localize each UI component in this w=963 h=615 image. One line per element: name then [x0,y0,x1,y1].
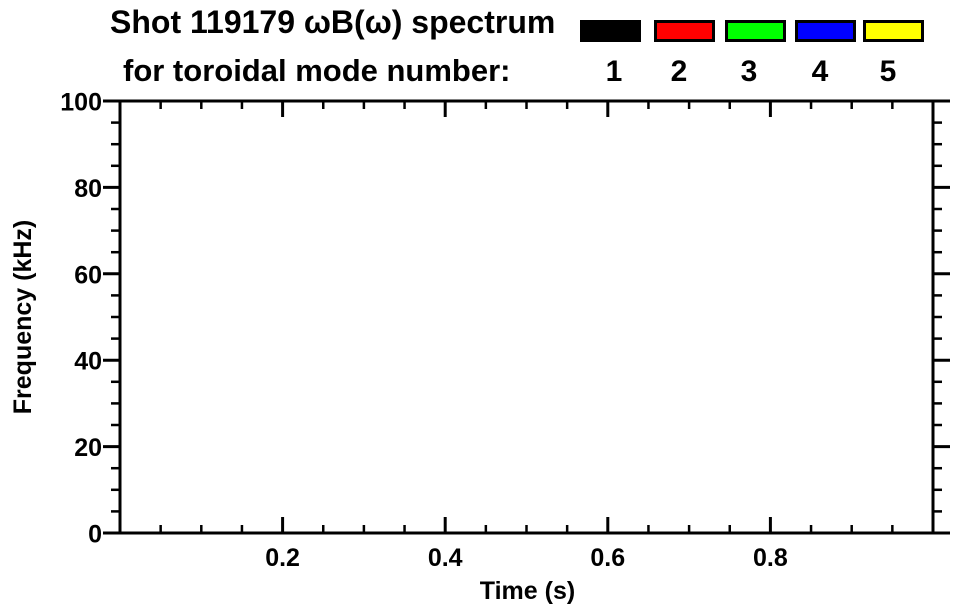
legend-label-mode-2: 2 [670,55,688,88]
legend-swatch-mode-5 [863,20,924,42]
legend-label-mode-5: 5 [879,55,897,88]
legend-label-mode-3: 3 [740,55,758,88]
y-tick-label: 80 [74,175,102,203]
chart-title-line-2: for toroidal mode number: [123,53,511,88]
y-tick-label: 20 [74,434,102,462]
legend-swatch-mode-2 [654,20,715,42]
x-tick-label: 0.6 [590,544,625,572]
x-tick-label: 0.2 [265,544,300,572]
x-tick-label: 0.4 [428,544,463,572]
legend-swatch-mode-1 [580,20,641,42]
y-axis-title: Frequency (kHz) [9,220,37,414]
y-tick-label: 40 [74,348,102,376]
x-axis-title: Time (s) [480,577,575,605]
legend-label-mode-1: 1 [605,55,623,88]
legend-label-mode-4: 4 [811,55,829,88]
y-tick-label: 0 [88,521,102,549]
y-tick-label: 100 [60,89,102,117]
legend-swatch-mode-3 [725,20,786,42]
legend-swatch-mode-4 [795,20,856,42]
plot-frame [118,99,935,535]
y-tick-label: 60 [74,261,102,289]
x-tick-label: 0.8 [753,544,788,572]
chart-title-line-1: Shot 119179 ωB(ω) spectrum [110,4,556,40]
